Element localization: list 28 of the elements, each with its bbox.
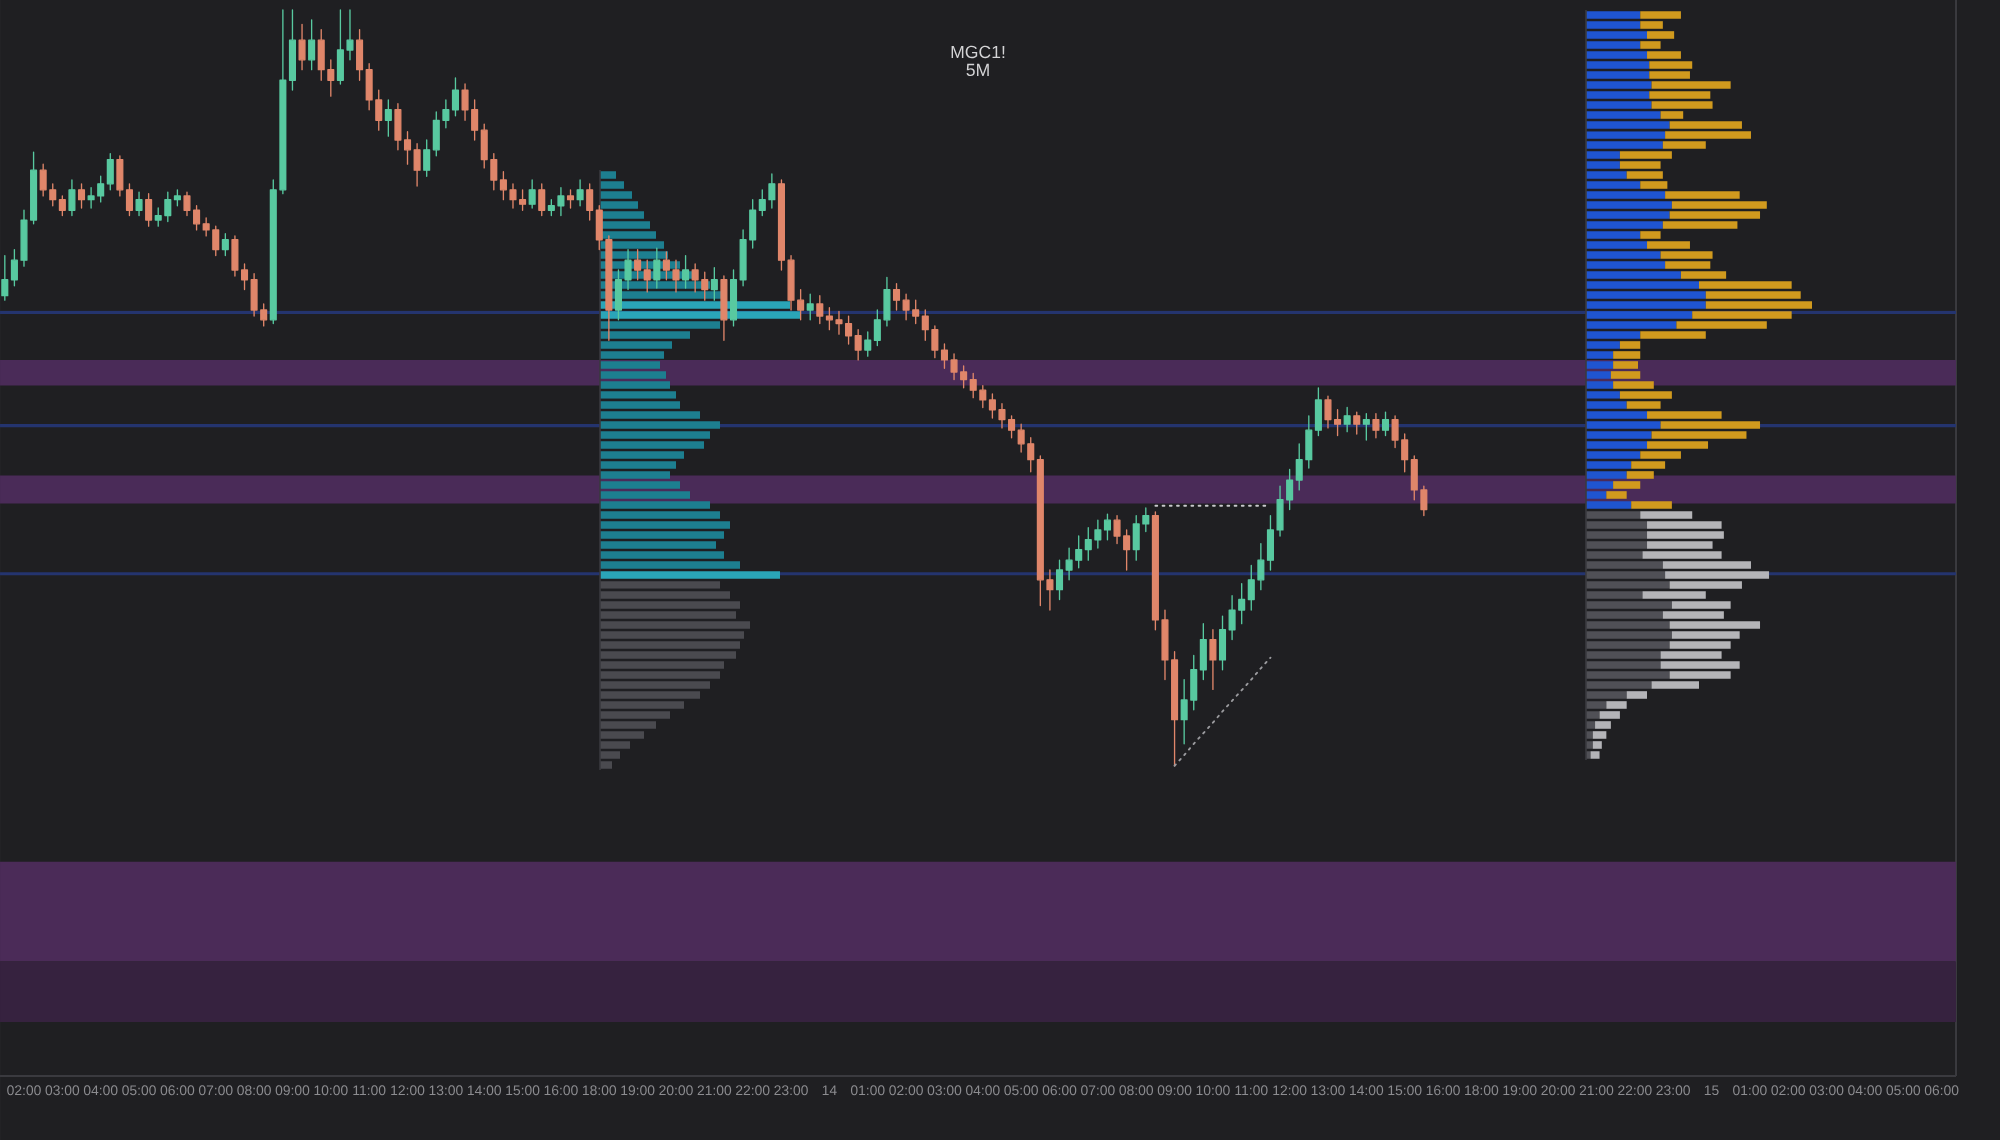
- text: MGC1!: [951, 45, 1005, 59]
- candlestick: [298, 23, 306, 71]
- bar: [1626, 691, 1648, 699]
- bar: [600, 571, 781, 579]
- candlestick: [566, 189, 575, 209]
- candlestick: [710, 267, 718, 301]
- candlestick: [77, 183, 86, 209]
- candlestick: [1362, 412, 1370, 441]
- candlestick: [1353, 411, 1361, 435]
- candlestick: [135, 191, 143, 217]
- bar: [1631, 501, 1672, 509]
- candlestick: [682, 254, 690, 289]
- candlestick: [720, 275, 728, 341]
- candlestick: [308, 19, 316, 71]
- candlestick: [221, 233, 229, 257]
- candlestick: [528, 179, 536, 209]
- candlestick: [68, 179, 76, 217]
- text: 5M: [966, 63, 989, 77]
- candlestick: [1209, 629, 1217, 691]
- candlestick: [538, 183, 546, 217]
- candlestick: [1372, 412, 1380, 439]
- candlestick: [576, 179, 584, 207]
- candlestick: [1381, 411, 1390, 437]
- candlestick: [653, 247, 661, 289]
- candlestick: [384, 99, 392, 137]
- candlestick: [1343, 406, 1351, 433]
- candlestick: [806, 293, 814, 321]
- candlestick: [145, 192, 153, 227]
